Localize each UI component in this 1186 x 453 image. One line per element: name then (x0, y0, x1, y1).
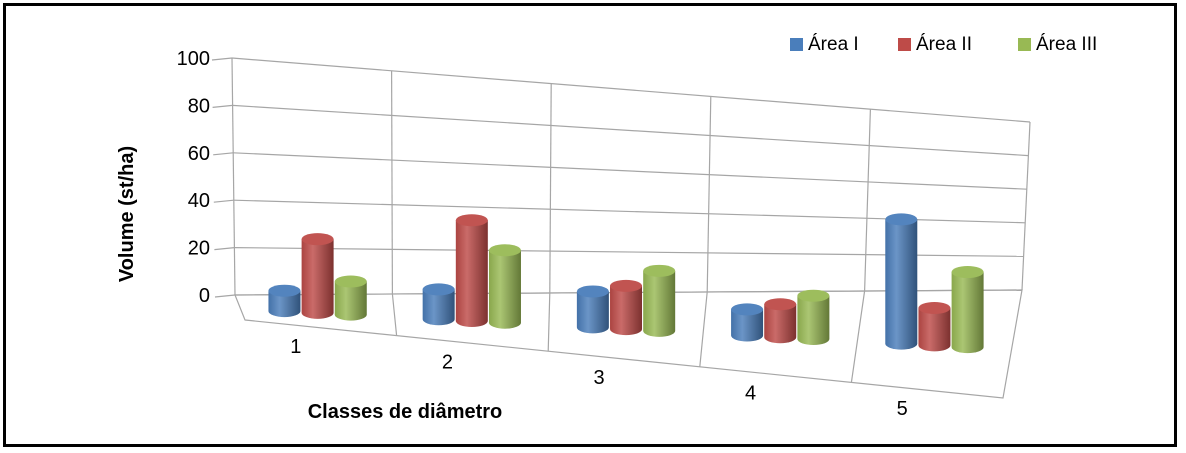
x-axis: 1 2 3 4 5 (290, 336, 908, 420)
gridline-stub-100 (211, 57, 233, 61)
y-tick-label: 40 (188, 190, 210, 212)
x-tick-label: 3 (593, 367, 604, 389)
y-tick-label: 80 (188, 95, 210, 117)
bar-área-i-4 (731, 303, 764, 342)
back-wall-right-edge (1021, 121, 1031, 291)
x-axis-label: Classes de diâmetro (308, 401, 503, 423)
bar-body (576, 291, 609, 334)
legend-item: Área II (898, 34, 972, 55)
legend: Área I Área II Área III (790, 34, 1097, 55)
legend-swatch (898, 38, 911, 51)
back-wall-left-edge (231, 57, 236, 296)
legend-swatch (790, 38, 803, 51)
bar-top (951, 266, 984, 279)
bar-top (885, 213, 918, 226)
legend-item: Área III (1018, 34, 1097, 55)
x-tick-label: 5 (897, 398, 908, 420)
bar-body (885, 219, 918, 350)
gridline-80 (232, 104, 1029, 157)
bar-área-i-3 (576, 285, 609, 334)
bar-área-ii-3 (610, 279, 643, 336)
category-divider-floor (547, 292, 551, 352)
bar-área-iii-2 (488, 244, 521, 329)
category-divider-back (391, 70, 393, 295)
gridline-stub-40 (213, 199, 234, 203)
bar-top (576, 285, 609, 298)
gridline-stub-0 (214, 294, 236, 298)
bar-body (643, 270, 676, 337)
bar-top (918, 302, 951, 315)
gridline-stub-80 (212, 104, 233, 108)
bar-área-iii-4 (797, 289, 830, 345)
gridline-60 (233, 152, 1027, 190)
y-axis-label: Volume (st/ha) (116, 146, 138, 282)
bar-área-i-1 (268, 284, 301, 318)
bar-top (797, 289, 830, 302)
legend-label: Área III (1036, 34, 1097, 55)
bar-body (455, 220, 488, 327)
bar-body (797, 295, 830, 345)
chart-frame (3, 3, 1177, 447)
bar-área-i-2 (422, 283, 455, 326)
bar-top (764, 298, 797, 311)
category-divider-back (864, 109, 871, 292)
bar-área-i-5 (885, 213, 918, 350)
bar-área-iii-5 (951, 266, 984, 354)
bar-body (764, 304, 797, 344)
bar-body (334, 281, 367, 321)
y-tick-label: 20 (188, 238, 210, 260)
y-tick-label: 100 (177, 48, 210, 70)
bar-área-iii-3 (643, 264, 676, 337)
x-tick-label: 2 (442, 351, 453, 373)
x-tick-label: 4 (745, 383, 756, 405)
x-tick-label: 1 (290, 336, 301, 358)
bar-top (301, 233, 334, 246)
y-axis: 0 20 40 60 80 100 (177, 48, 210, 307)
bar-top (731, 303, 764, 316)
bar-top (334, 275, 367, 288)
bar-área-ii-4 (764, 298, 797, 344)
bar-body (301, 239, 334, 319)
bar-top (643, 264, 676, 277)
category-divider-floor (699, 291, 708, 367)
bar-área-ii-5 (918, 302, 951, 352)
bar-body (488, 250, 521, 329)
plot-area (268, 213, 984, 354)
bar-body (918, 308, 951, 352)
bar-body (731, 309, 764, 342)
y-tick-label: 60 (188, 143, 210, 165)
y-tick-label: 0 (199, 285, 210, 307)
bar-top (488, 244, 521, 257)
gridline-stub-20 (214, 247, 235, 251)
gridline-100 (231, 57, 1031, 123)
legend-label: Área II (916, 34, 972, 55)
category-divider-floor (850, 290, 866, 383)
bar-área-ii-2 (455, 214, 488, 327)
bar-body (422, 289, 455, 326)
bar-top (455, 214, 488, 227)
bar-top (610, 279, 643, 292)
bar-body (268, 290, 301, 318)
category-divider-back (706, 96, 712, 293)
bar-body (951, 272, 984, 354)
legend-label: Área I (808, 34, 859, 55)
category-divider-floor (391, 293, 398, 336)
bar-top (268, 284, 301, 297)
legend-swatch (1018, 38, 1031, 51)
bar-área-ii-1 (301, 233, 334, 319)
bar-top (422, 283, 455, 296)
gridline-stub-60 (213, 152, 234, 156)
category-divider-back (549, 83, 552, 294)
bar-área-iii-1 (334, 275, 367, 321)
bar-body (610, 285, 643, 336)
legend-item: Área I (790, 34, 859, 55)
